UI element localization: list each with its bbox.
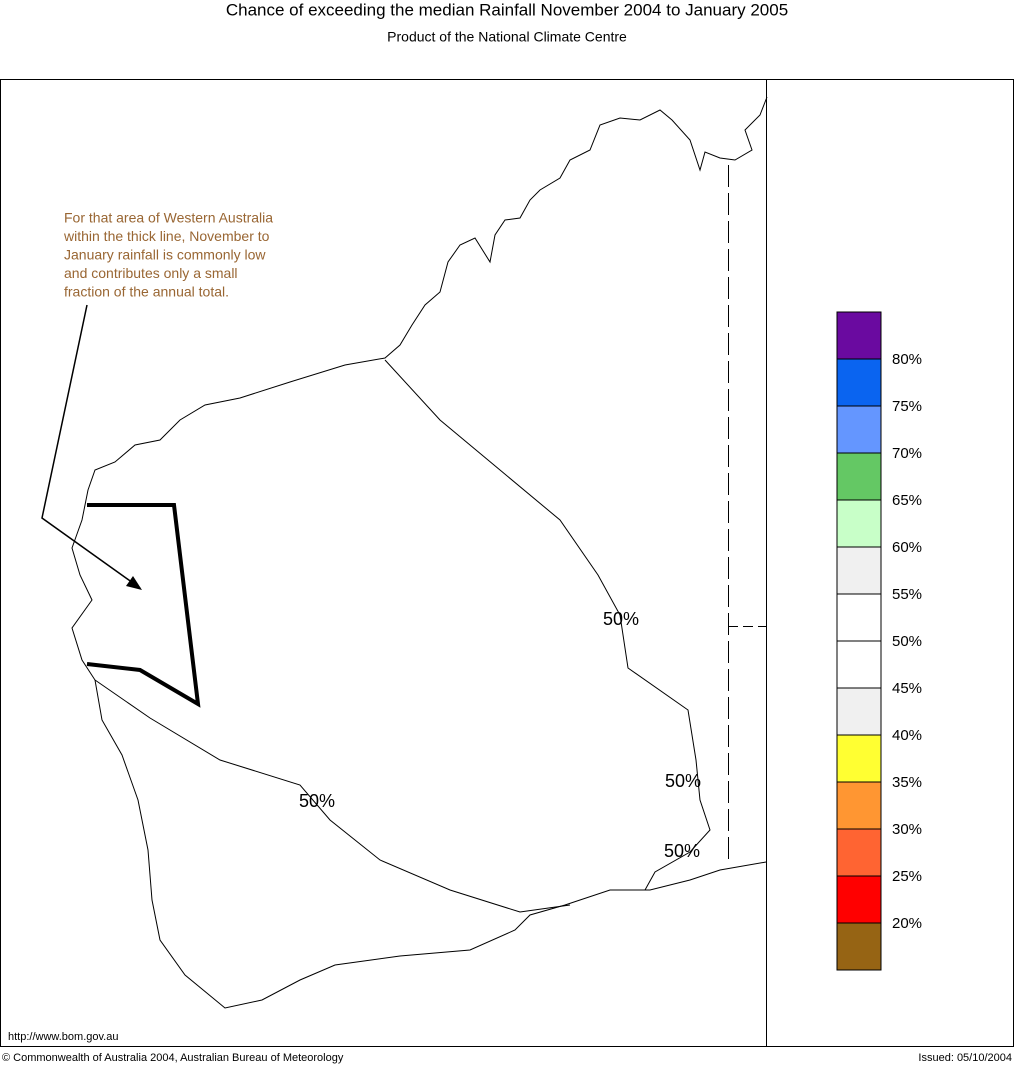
legend-swatch — [836, 875, 882, 924]
contour-label: 50% — [299, 791, 335, 811]
legend-swatch — [836, 734, 882, 783]
coastline — [71, 96, 768, 1009]
legend-label: 30% — [892, 821, 922, 838]
legend-label: 45% — [892, 680, 922, 697]
legend: 80% 75% 70% 65% 60% 55% 50% 45% 40% 35% 30% 25% 20% — [836, 311, 922, 971]
contour-50 — [384, 359, 711, 891]
contour-label: 50% — [665, 771, 701, 791]
issued: Issued: 05/10/2004 — [918, 1052, 1012, 1064]
legend-swatch — [836, 405, 882, 454]
legend-swatch — [836, 358, 882, 407]
annotation-line: January rainfall is commonly low — [64, 247, 266, 263]
annotation: For that area of Western Australia within… — [63, 210, 273, 300]
annotation-arrow — [41, 304, 141, 589]
legend-swatch — [836, 546, 882, 595]
contour-labels: 50% 50% 50% 50% — [299, 609, 701, 861]
legend-swatch — [836, 593, 882, 642]
contour-50 — [94, 679, 571, 913]
legend-swatch — [836, 640, 882, 689]
annotation-line: and contributes only a small — [64, 265, 238, 281]
contour-label: 50% — [603, 609, 639, 629]
legend-swatch — [836, 499, 882, 548]
legend-label: 35% — [892, 774, 922, 791]
title: Chance of exceeding the median Rainfall … — [226, 0, 788, 19]
legend-label: 75% — [892, 398, 922, 415]
legend-label: 25% — [892, 868, 922, 885]
legend-label: 70% — [892, 445, 922, 462]
footer-url: http://www.bom.gov.au — [8, 1031, 118, 1043]
contour-label: 50% — [664, 841, 700, 861]
thick-boundary — [86, 503, 201, 708]
legend-label: 55% — [892, 586, 922, 603]
legend-swatch — [836, 922, 882, 971]
copyright: © Commonwealth of Australia 2004, Austra… — [2, 1052, 344, 1064]
arrow-head — [126, 576, 142, 590]
annotation-line: within the thick line, November to — [63, 228, 270, 244]
legend-label: 40% — [892, 727, 922, 744]
legend-swatch — [836, 311, 882, 360]
legend-label: 65% — [892, 492, 922, 509]
subtitle: Product of the National Climate Centre — [387, 29, 627, 45]
legend-label: 80% — [892, 351, 922, 368]
annotation-line: fraction of the annual total. — [64, 284, 229, 300]
legend-swatch — [836, 452, 882, 501]
legend-label: 60% — [892, 539, 922, 556]
legend-label: 50% — [892, 633, 922, 650]
legend-swatch — [836, 781, 882, 830]
legend-label: 20% — [892, 915, 922, 932]
legend-swatch — [836, 687, 882, 736]
annotation-line: For that area of Western Australia — [64, 210, 273, 226]
legend-swatch — [836, 828, 882, 877]
